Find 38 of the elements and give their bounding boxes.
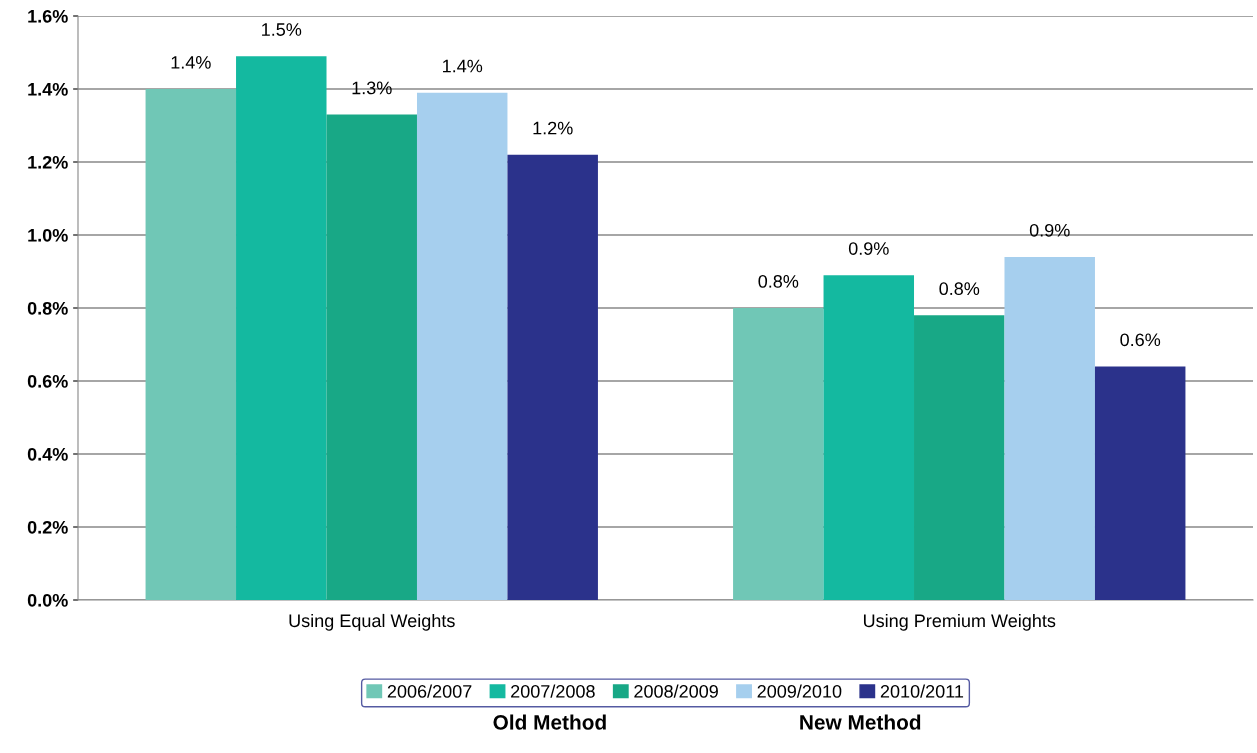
y-tick-label: 0.2% (27, 520, 68, 534)
bar (1004, 256, 1095, 600)
bar (326, 114, 417, 600)
bar (507, 154, 598, 600)
data-label: 0.9% (1029, 223, 1070, 237)
y-tick-label: 0.4% (27, 447, 68, 461)
y-tick-label: 1.6% (28, 9, 68, 23)
x-tick-label: Using Equal Weights (289, 613, 455, 631)
y-tick-label: 0.6% (27, 374, 68, 388)
legend-label: 2007/2008 (511, 684, 595, 698)
data-label: 1.2% (533, 121, 573, 135)
data-label: 0.8% (758, 274, 799, 288)
text: New Method (800, 714, 921, 730)
text: Old Method (493, 714, 606, 730)
y-tick-label: 1.4% (28, 82, 68, 96)
data-label: 1.4% (171, 56, 211, 69)
data-label: 0.6% (1120, 333, 1161, 347)
x-tick-label: Using Premium Weights (863, 613, 1056, 631)
data-label: 1.4% (443, 59, 483, 73)
bar (823, 275, 915, 600)
bar (416, 92, 508, 600)
y-tick-label: 1.0% (28, 228, 68, 242)
bar (145, 89, 237, 600)
bar (733, 308, 824, 600)
legend-label: 2010/2011 (880, 684, 964, 698)
y-tick-label: 1.2% (28, 155, 68, 169)
y-tick-label: 0.8% (27, 301, 68, 315)
data-label: 0.8% (939, 282, 980, 296)
legend-label: 2006/2007 (387, 684, 472, 698)
bar (914, 315, 1005, 600)
bar (236, 56, 327, 600)
data-label: 1.3% (352, 81, 392, 95)
legend-label: 2009/2010 (757, 684, 842, 698)
legend-label: 2008/2009 (634, 684, 718, 698)
data-label: 1.5% (262, 23, 302, 36)
bar (1094, 366, 1186, 600)
y-tick-label: 0.0% (27, 593, 68, 607)
data-label: 0.9% (848, 242, 889, 255)
